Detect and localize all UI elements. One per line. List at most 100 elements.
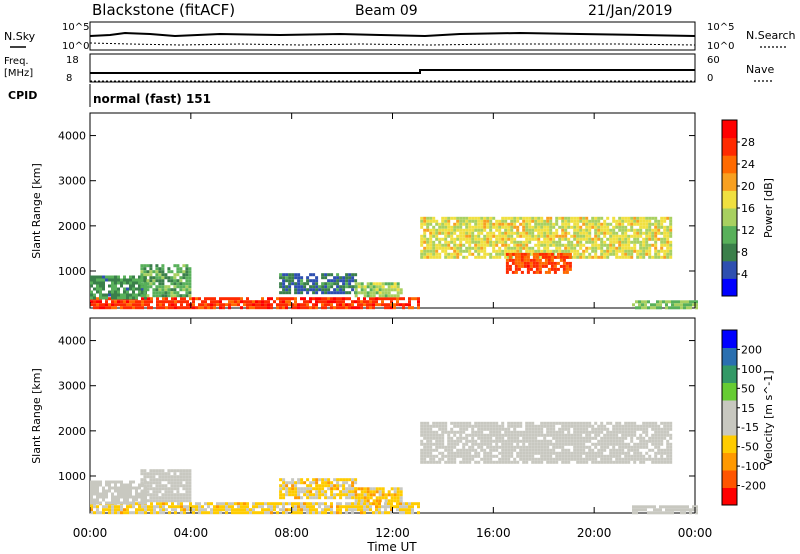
vel-cells-cell-0 — [366, 508, 369, 512]
power-cells-cell-5 — [639, 246, 643, 250]
vel-cells-cell-4 — [375, 496, 379, 500]
power-cells-cell-5 — [624, 249, 628, 253]
power-cells-cell-5 — [654, 219, 658, 223]
power-cells-cell-4 — [384, 288, 388, 292]
power-cells-cell-5 — [498, 222, 502, 226]
power-cells-cell-5 — [516, 243, 520, 247]
vel-cells-cell-5 — [588, 445, 592, 449]
power-cells-cell-0 — [348, 306, 351, 310]
power-cells-cell-5 — [438, 246, 442, 250]
power-cells-cell-5 — [570, 234, 574, 238]
colorbar-segment — [722, 243, 737, 262]
vel-cells-cell-5 — [519, 457, 523, 461]
vel-cells-cell-5 — [435, 433, 439, 437]
power-cells-cell-6 — [553, 255, 557, 259]
power-cells-cell-0 — [150, 300, 153, 304]
vel-cells-cell-5 — [486, 442, 490, 446]
vel-cells-cell-6 — [644, 505, 647, 509]
power-cells-cell-3 — [351, 288, 355, 292]
power-cells-cell-3 — [345, 282, 349, 286]
vel-cells-cell-0 — [252, 505, 255, 509]
vel-cells-cell-5 — [615, 427, 619, 431]
power-cells-cell-2 — [188, 276, 192, 280]
power-cells-cell-1 — [117, 281, 120, 285]
power-cells-cell-3 — [291, 282, 295, 286]
vel-cells-cell-5 — [492, 439, 496, 443]
vel-cells-cell-1 — [90, 492, 93, 496]
vel-cells-cell-5 — [582, 421, 586, 425]
vel-cells-cell-3 — [294, 484, 298, 488]
vel-cells-cell-2 — [167, 478, 171, 482]
power-cells-cell-1 — [111, 284, 114, 288]
power-cells-cell-0 — [342, 300, 345, 304]
vel-cells-cell-5 — [450, 427, 454, 431]
vel-cells-cell-5 — [444, 430, 448, 434]
vel-cells-cell-2 — [152, 490, 156, 494]
power-cells-cell-5 — [594, 255, 598, 259]
vel-cells-cell-0 — [399, 502, 402, 506]
power-cells-cell-0 — [324, 300, 327, 304]
power-cells-cell-5 — [528, 240, 532, 244]
power-cells-cell-1 — [111, 281, 114, 285]
vel-cells-cell-2 — [164, 478, 168, 482]
power-cells-cell-5 — [594, 240, 598, 244]
vel-cells-cell-5 — [585, 445, 589, 449]
power-cells-cell-5 — [432, 255, 436, 259]
power-cells-cell-5 — [426, 246, 430, 250]
vel-cells-cell-5 — [573, 430, 577, 434]
power-cells-cell-6 — [517, 255, 521, 259]
vel-cells-cell-1 — [108, 480, 111, 484]
vel-cells-cell-5 — [540, 433, 544, 437]
vel-cells-cell-5 — [645, 427, 649, 431]
power-cells-cell-0 — [195, 297, 198, 301]
vel-cells-cell-5 — [456, 436, 460, 440]
vel-cells-cell-5 — [603, 457, 607, 461]
power-cells-cell-5 — [549, 234, 553, 238]
vel-cells-cell-0 — [351, 505, 354, 509]
vel-cells-cell-5 — [420, 421, 424, 425]
power-cells-cell-5 — [462, 216, 466, 220]
vel-cells-cell-1 — [123, 483, 126, 487]
power-cells-cell-4 — [372, 282, 376, 286]
vel-cells-cell-5 — [666, 433, 670, 437]
power-cells-cell-5 — [624, 234, 628, 238]
vel-cells-cell-5 — [444, 445, 448, 449]
power-cells-cell-4 — [378, 282, 382, 286]
vel-cells-cell-1 — [114, 489, 117, 493]
vel-cells-cell-3 — [345, 496, 349, 500]
vel-cells-cell-4 — [396, 496, 400, 500]
vel-cells-cell-5 — [540, 448, 544, 452]
vel-cells-cell-5 — [651, 427, 655, 431]
vel-cells-cell-5 — [603, 448, 607, 452]
vel-cells-cell-5 — [552, 448, 556, 452]
power-cells-cell-0 — [369, 300, 372, 304]
vel-cells-cell-3 — [351, 478, 355, 482]
power-cells-cell-5 — [435, 237, 439, 241]
vel-cells-cell-0 — [144, 511, 147, 515]
power-cells-cell-5 — [483, 255, 487, 259]
power-cells-cell-0 — [228, 297, 231, 301]
vel-cells-cell-5 — [480, 439, 484, 443]
power-cells-cell-5 — [489, 216, 493, 220]
vel-cells-cell-5 — [669, 433, 673, 437]
vel-cells-cell-5 — [489, 436, 493, 440]
vel-cells-cell-5 — [519, 421, 523, 425]
power-cells-cell-3 — [321, 291, 325, 295]
vel-cells-cell-0 — [258, 511, 261, 515]
power-cells-cell-2 — [140, 282, 144, 286]
power-cells-cell-5 — [555, 243, 559, 247]
power-cells-cell-0 — [123, 306, 126, 310]
vel-cells-cell-5 — [627, 427, 631, 431]
power-cells-cell-5 — [639, 240, 643, 244]
vel-cells-cell-5 — [606, 439, 610, 443]
vel-cells-cell-5 — [498, 451, 502, 455]
power-cells-cell-5 — [525, 222, 529, 226]
vel-cells-cell-5 — [435, 421, 439, 425]
power-cells-cell-5 — [537, 225, 541, 229]
power-cells-cell-2 — [158, 270, 162, 274]
power-cells-cell-2 — [182, 276, 186, 280]
power-cells-cell-2 — [164, 285, 168, 289]
vel-cells-cell-5 — [423, 442, 427, 446]
power-cells-cell-0 — [156, 297, 159, 301]
power-cells-cell-3 — [351, 273, 355, 277]
